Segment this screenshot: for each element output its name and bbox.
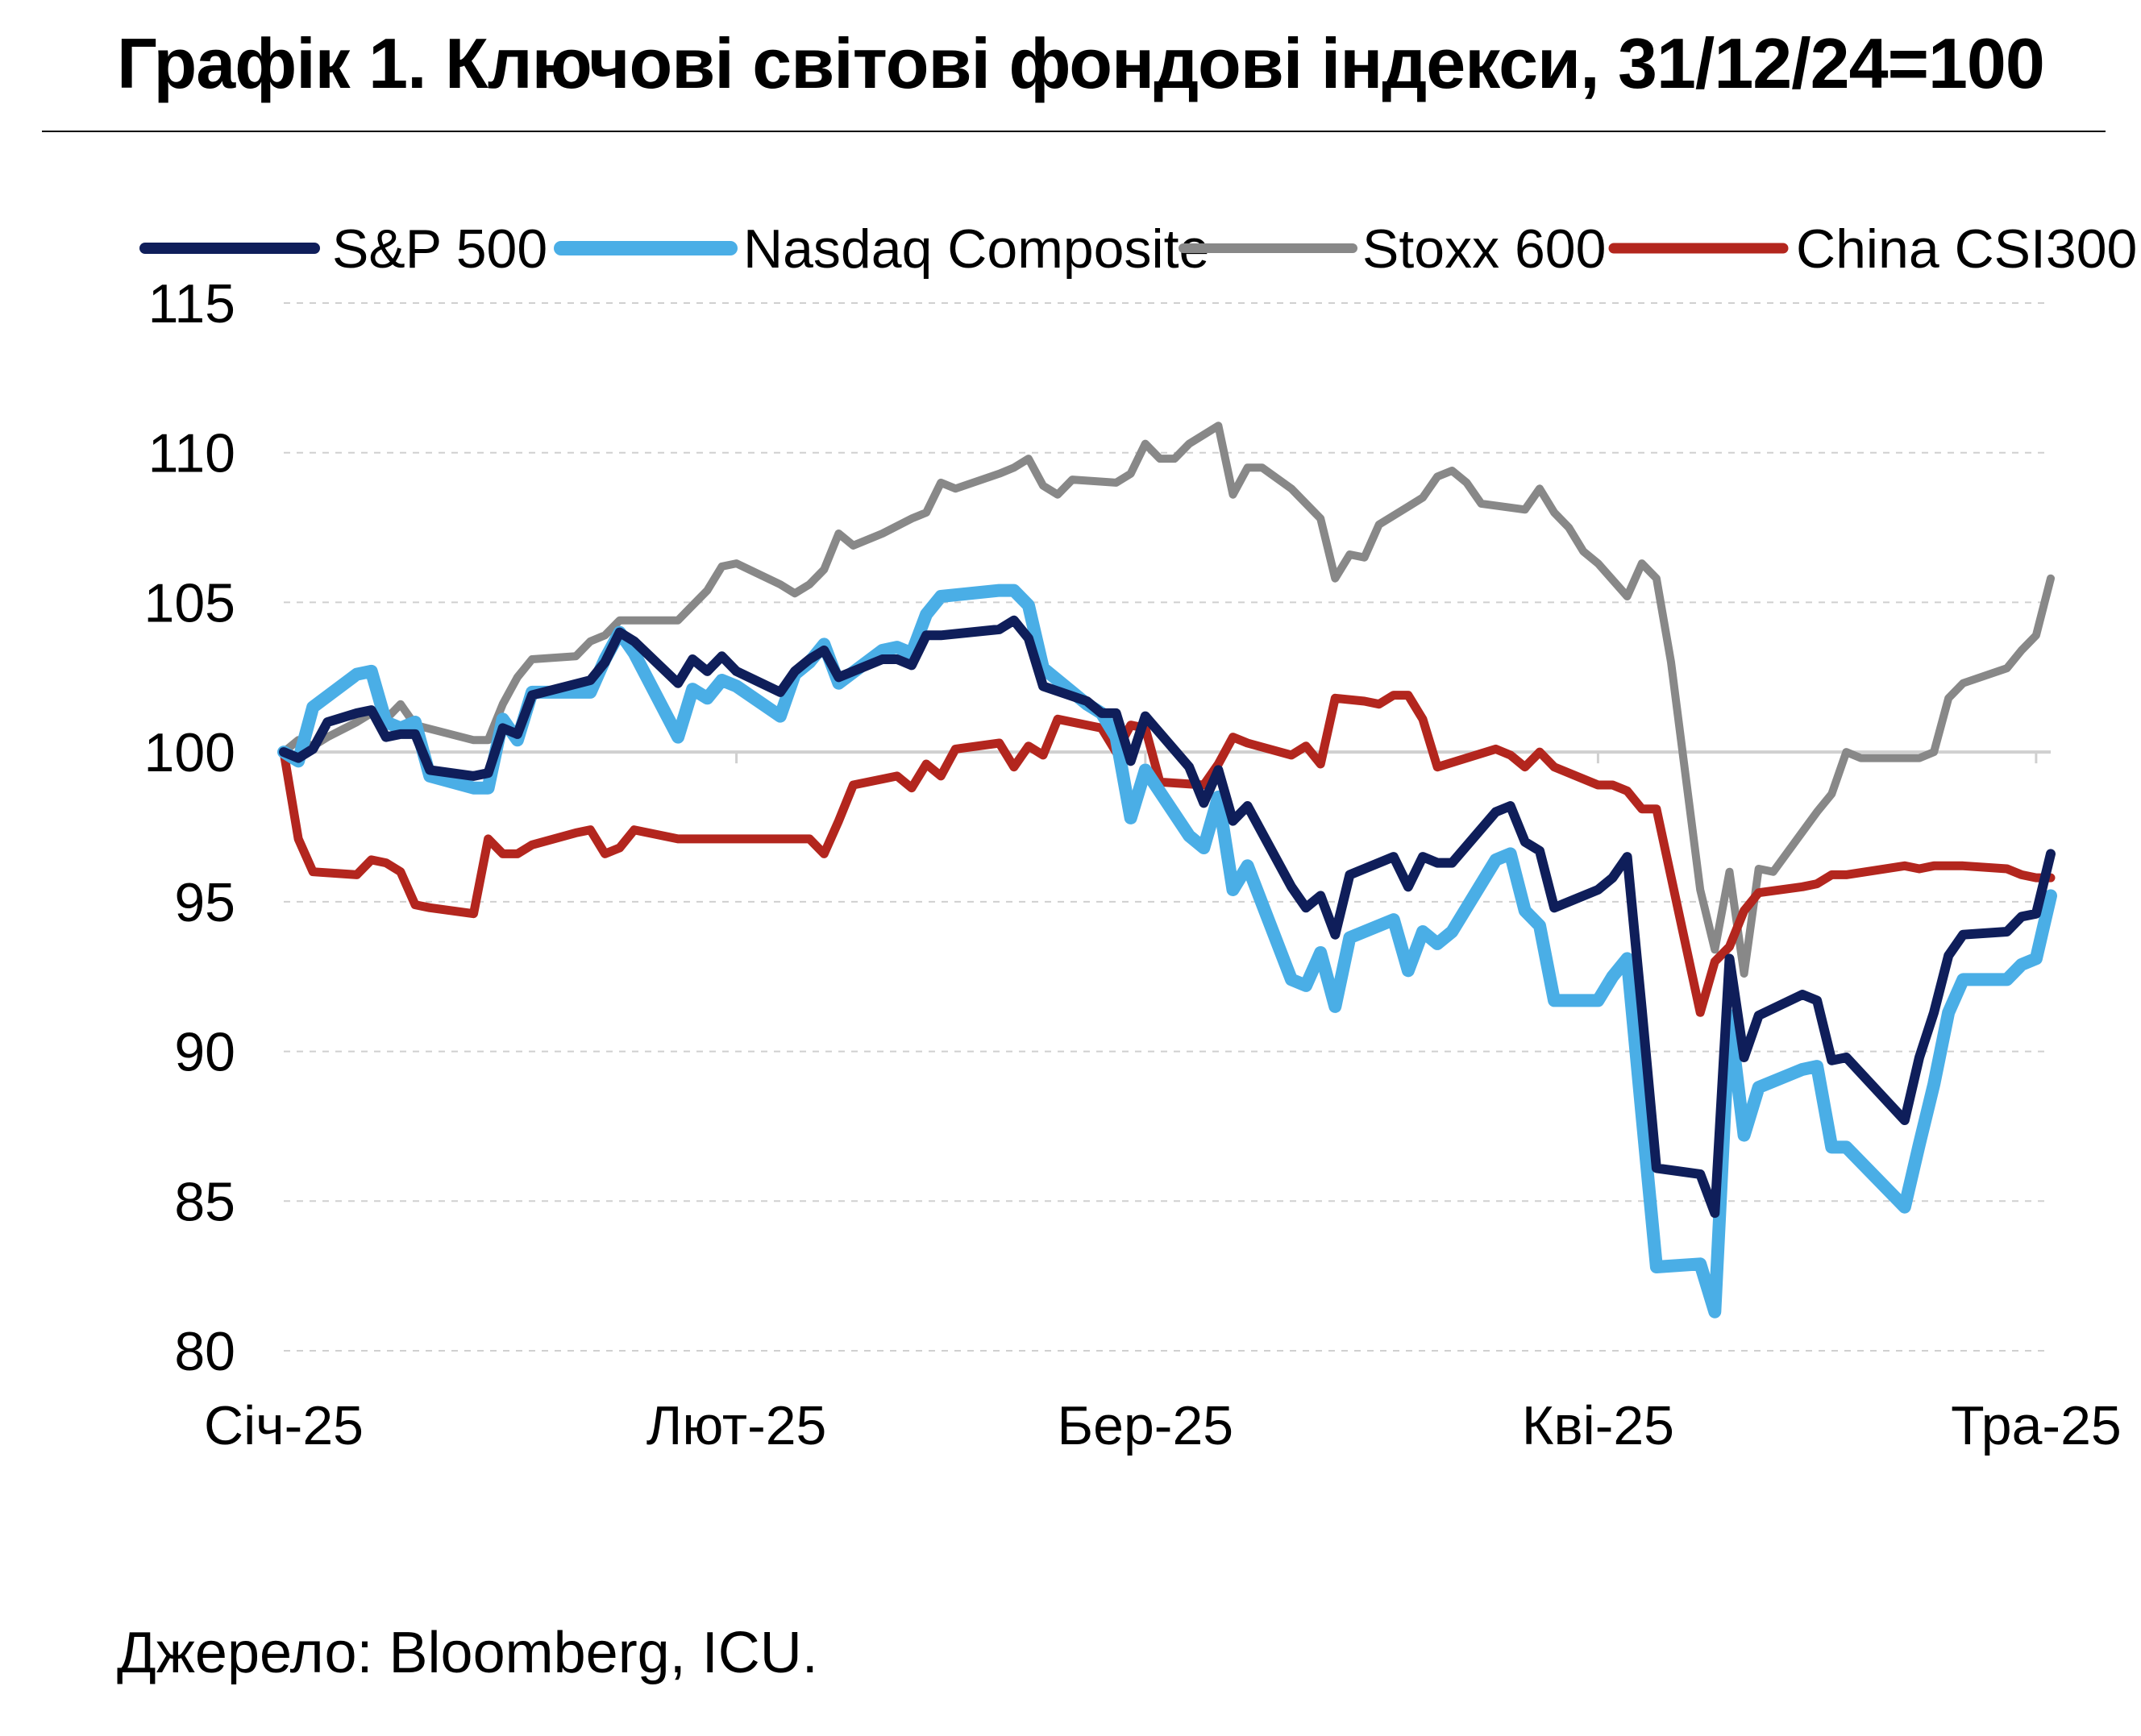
chart-title: Графік 1. Ключові світові фондові індекс… xyxy=(117,23,2045,103)
x-tick-label: Кві-25 xyxy=(1522,1395,1674,1456)
x-tick-label: Січ-25 xyxy=(204,1395,364,1456)
y-tick-label: 100 xyxy=(144,722,235,783)
y-tick-label: 80 xyxy=(174,1321,235,1382)
x-axis-ticks: Січ-25 Лют-25 Бер-25 Кві-25 Тра-25 xyxy=(204,752,2122,1456)
legend-label: China CSI300 xyxy=(1796,218,2137,280)
series-line-stoxx-600 xyxy=(280,422,2055,978)
x-tick-label: Лют-25 xyxy=(646,1395,827,1456)
y-axis-ticks: 80 85 90 95 100 105 110 115 xyxy=(144,273,235,1382)
legend-label: S&P 500 xyxy=(332,218,547,280)
series-line-china-csi300 xyxy=(279,691,2056,1017)
y-tick-label: 95 xyxy=(174,872,235,933)
series-lines xyxy=(277,422,2057,1319)
series-line-nasdaq-composite xyxy=(277,584,2057,1319)
y-tick-label: 85 xyxy=(174,1171,235,1232)
legend-label: Stoxx 600 xyxy=(1362,218,1606,280)
title-divider xyxy=(42,131,2106,132)
series-line-s-p-500 xyxy=(279,615,2056,1219)
x-tick-label: Тра-25 xyxy=(1951,1395,2122,1456)
y-tick-label: 110 xyxy=(148,423,235,484)
x-tick-label: Бер-25 xyxy=(1058,1395,1234,1456)
y-tick-label: 90 xyxy=(174,1022,235,1083)
y-tick-label: 105 xyxy=(144,572,235,633)
legend: S&P 500 Nasdaq Composite Stoxx 600 China CS… xyxy=(139,218,2137,280)
legend-label: Nasdaq Composite xyxy=(743,218,1209,280)
source-note: Джерело: Bloomberg, ICU. xyxy=(117,1621,818,1685)
y-tick-label: 115 xyxy=(148,273,235,334)
